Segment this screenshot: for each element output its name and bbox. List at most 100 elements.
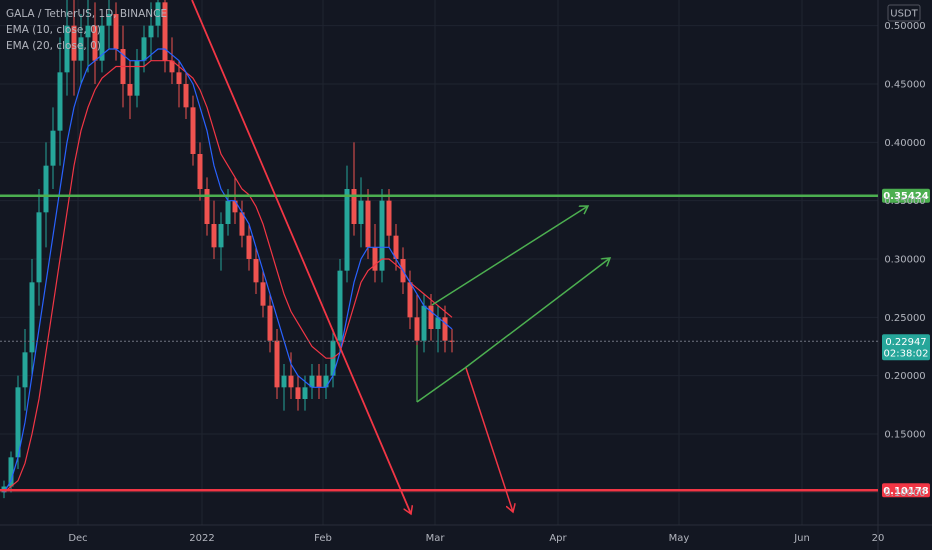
candle-body <box>162 2 168 61</box>
candle-body <box>190 107 196 154</box>
candle <box>183 72 189 119</box>
candle <box>253 247 259 294</box>
candle-body <box>344 189 350 271</box>
candle <box>99 14 105 73</box>
candle-body <box>43 165 49 213</box>
candle <box>218 212 224 271</box>
candle <box>288 352 294 399</box>
candle <box>365 189 371 259</box>
candle-body <box>442 317 448 341</box>
candle-body <box>232 200 238 213</box>
candle <box>421 294 427 353</box>
candle-body <box>71 25 77 61</box>
candle-body <box>239 212 245 236</box>
candle-body <box>8 457 14 487</box>
wedge-line-lower <box>416 367 466 403</box>
candle <box>134 49 140 108</box>
y-tick-label: 0.35000 <box>884 196 925 207</box>
candle-body <box>414 317 420 341</box>
candle-body <box>92 25 98 61</box>
candle <box>197 142 203 201</box>
y-tick-label: 0.15000 <box>884 430 925 441</box>
candle-body <box>50 130 56 166</box>
candle <box>148 2 154 61</box>
candle-body <box>176 72 182 84</box>
candle <box>15 375 21 469</box>
candle <box>435 305 441 353</box>
candle <box>127 60 133 119</box>
candle-body <box>274 340 280 388</box>
candle-body <box>148 25 154 38</box>
x-tick-label: 2022 <box>189 533 214 544</box>
candle-body <box>386 200 392 236</box>
candle <box>64 0 70 96</box>
candle-body <box>407 282 413 318</box>
candle <box>78 14 84 84</box>
candle <box>323 364 329 399</box>
candle-body <box>246 235 252 259</box>
candle <box>386 189 392 248</box>
candle-body <box>267 305 273 341</box>
candle <box>106 0 112 49</box>
candle <box>407 270 413 329</box>
level-badge <box>882 483 930 498</box>
candle-body <box>134 60 140 96</box>
x-tick-label: 20 <box>872 533 885 544</box>
candle <box>351 142 357 236</box>
candle-body <box>281 375 287 388</box>
candle <box>113 2 119 61</box>
candle-body <box>113 14 119 49</box>
chart-legend: GALA / TetherUS, 1D, BINANCE EMA (10, cl… <box>6 6 167 54</box>
candle <box>190 95 196 166</box>
candle-body <box>358 200 364 224</box>
candle-body <box>22 352 28 388</box>
y-tick-label: 0.10000 <box>884 488 925 499</box>
candle <box>8 451 14 493</box>
candle-body <box>211 224 217 248</box>
level-label: 0.35424 <box>883 191 929 202</box>
candle <box>316 364 322 399</box>
x-tick-label: Jun <box>793 533 810 544</box>
symbol-label: GALA / TetherUS, 1D, BINANCE <box>6 8 168 20</box>
candle-body <box>323 375 329 388</box>
x-tick-label: Dec <box>68 533 87 544</box>
candle <box>36 189 42 306</box>
x-tick-label: May <box>669 533 690 544</box>
candle-body <box>316 375 322 388</box>
candle-body <box>288 375 294 388</box>
candle <box>442 305 448 353</box>
candle-body <box>393 235 399 259</box>
x-tick-label: Feb <box>314 533 332 544</box>
candle-body <box>351 189 357 224</box>
candle-body <box>225 200 231 224</box>
candle-body <box>260 282 266 306</box>
candle-body <box>372 247 378 271</box>
y-tick-label: 0.45000 <box>884 80 925 91</box>
candle-body <box>197 154 203 189</box>
ema20-label: EMA (20, close, 0) <box>6 40 101 52</box>
candle-body <box>29 282 35 353</box>
x-tick-label: Apr <box>549 533 567 544</box>
candle-body <box>183 84 189 108</box>
candle-body <box>337 270 343 341</box>
candle-body <box>421 305 427 341</box>
target-arrow <box>465 367 513 512</box>
candle-body <box>302 387 308 399</box>
candle-body <box>309 375 315 388</box>
candle-body <box>155 2 161 26</box>
candle-body <box>78 37 84 61</box>
candle-body <box>36 212 42 283</box>
candle-body <box>15 387 21 458</box>
candle-body <box>64 25 70 73</box>
candle <box>29 259 35 376</box>
candle <box>155 0 161 38</box>
level-badge <box>882 188 930 203</box>
candle-body <box>435 317 441 329</box>
candle <box>267 294 273 353</box>
ema10-label: EMA (10, close, 0) <box>6 24 101 36</box>
candle <box>309 364 315 399</box>
x-tick-label: Mar <box>426 533 446 544</box>
candle <box>204 177 210 236</box>
candle <box>393 224 399 271</box>
